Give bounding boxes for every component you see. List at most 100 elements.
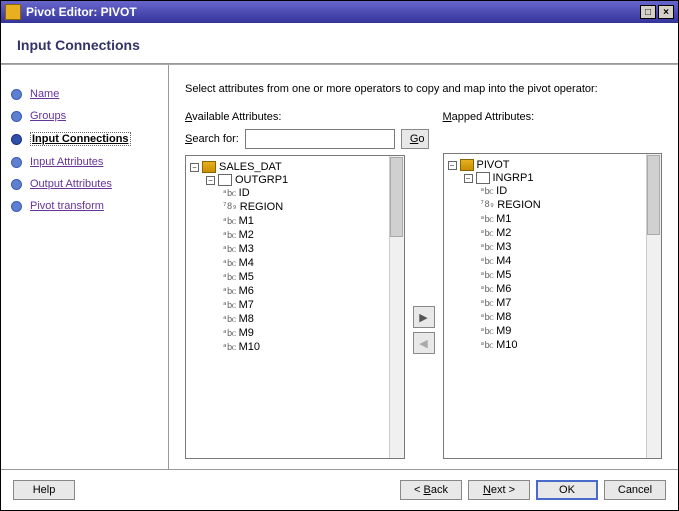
tree-group[interactable]: − INGRP1 (464, 172, 660, 184)
datatype-icon: ᵃbᴄ (480, 256, 494, 267)
datatype-icon: ᵃbᴄ (222, 188, 236, 199)
group-icon (218, 174, 232, 186)
tree-attribute[interactable]: ᵃbᴄ M9 (480, 324, 660, 338)
datatype-icon: ᵃbᴄ (480, 186, 494, 197)
nav-item-input-attributes[interactable]: Input Attributes (7, 153, 162, 171)
datatype-icon: ⁷8₉ (222, 202, 237, 212)
attribute-name: M7 (496, 297, 511, 309)
help-button[interactable]: Help (13, 480, 75, 500)
ok-button[interactable]: OK (536, 480, 598, 500)
attribute-name: REGION (240, 201, 283, 213)
nav-link: Groups (30, 110, 66, 122)
back-button[interactable]: < Back (400, 480, 462, 500)
available-column: Available Attributes: Search for: Go − S… (185, 111, 405, 459)
step-dot-icon (11, 111, 22, 122)
tree-attribute[interactable]: ᵃbᴄ M10 (222, 340, 402, 354)
scrollbar[interactable] (389, 156, 404, 458)
mapped-tree[interactable]: − PIVOT − INGRP1 ᵃbᴄ ID ⁷8₉ REGION ᵃbᴄ M… (443, 153, 663, 459)
tree-group[interactable]: − OUTGRP1 (206, 174, 402, 186)
tree-attribute[interactable]: ᵃbᴄ ID (222, 186, 402, 200)
nav-item-name[interactable]: Name (7, 85, 162, 103)
attribute-name: M3 (496, 241, 511, 253)
datatype-icon: ᵃbᴄ (480, 312, 494, 323)
tree-attribute[interactable]: ᵃbᴄ M6 (222, 284, 402, 298)
tree-node-label: OUTGRP1 (235, 174, 288, 186)
datatype-icon: ᵃbᴄ (222, 216, 236, 227)
tree-attribute[interactable]: ᵃbᴄ M5 (480, 268, 660, 282)
tree-attribute[interactable]: ᵃbᴄ M7 (480, 296, 660, 310)
tree-attribute[interactable]: ᵃbᴄ M4 (480, 254, 660, 268)
datatype-icon: ᵃbᴄ (480, 270, 494, 281)
datatype-icon: ᵃbᴄ (480, 214, 494, 225)
step-dot-icon (11, 157, 22, 168)
tree-attribute[interactable]: ᵃbᴄ M3 (480, 240, 660, 254)
move-left-button[interactable]: ◀ (413, 332, 435, 354)
nav-item-pivot-transform[interactable]: Pivot transform (7, 197, 162, 215)
tree-attribute[interactable]: ᵃbᴄ M8 (480, 310, 660, 324)
available-tree[interactable]: − SALES_DAT − OUTGRP1 ᵃbᴄ ID ⁷8₉ REGION … (185, 155, 405, 459)
attribute-name: M5 (496, 269, 511, 281)
nav-item-input-connections[interactable]: Input Connections (7, 129, 162, 149)
tree-attribute[interactable]: ᵃbᴄ M6 (480, 282, 660, 296)
nav-item-groups[interactable]: Groups (7, 107, 162, 125)
operator-icon (460, 159, 474, 171)
tree-attribute[interactable]: ᵃbᴄ M9 (222, 326, 402, 340)
nav-link: Input Connections (30, 132, 131, 146)
datatype-icon: ᵃbᴄ (480, 228, 494, 239)
group-icon (476, 172, 490, 184)
collapse-icon[interactable]: − (464, 174, 473, 183)
attribute-name: M9 (496, 325, 511, 337)
step-dot-icon (11, 134, 22, 145)
tree-attribute[interactable]: ᵃbᴄ M7 (222, 298, 402, 312)
attribute-name: M2 (239, 229, 254, 241)
instruction-text: Select attributes from one or more opera… (185, 83, 662, 95)
section-title: Input Connections (1, 23, 678, 64)
attribute-name: M6 (496, 283, 511, 295)
scrollbar[interactable] (646, 154, 661, 458)
close-button[interactable]: × (658, 5, 674, 19)
collapse-icon[interactable]: − (206, 176, 215, 185)
attribute-name: M9 (239, 327, 254, 339)
search-label: Search for: (185, 133, 239, 145)
move-right-button[interactable]: ▶ (413, 306, 435, 328)
search-input[interactable] (245, 129, 395, 149)
tree-attribute[interactable]: ⁷8₉ REGION (222, 200, 402, 214)
nav-link: Output Attributes (30, 178, 112, 190)
tree-root[interactable]: − SALES_DAT (190, 161, 402, 173)
tree-attribute[interactable]: ᵃbᴄ M8 (222, 312, 402, 326)
operator-icon (202, 161, 216, 173)
attribute-name: REGION (497, 199, 540, 211)
tree-attribute[interactable]: ᵃbᴄ M2 (222, 228, 402, 242)
collapse-icon[interactable]: − (190, 163, 199, 172)
next-button[interactable]: Next > (468, 480, 530, 500)
content-area: Name Groups Input Connections Input Attribu… (1, 65, 678, 469)
datatype-icon: ᵃbᴄ (222, 258, 236, 269)
tree-attribute[interactable]: ᵃbᴄ M5 (222, 270, 402, 284)
datatype-icon: ᵃbᴄ (480, 340, 494, 351)
tree-attribute[interactable]: ᵃbᴄ M1 (222, 214, 402, 228)
step-dot-icon (11, 89, 22, 100)
tree-attribute[interactable]: ᵃbᴄ M4 (222, 256, 402, 270)
tree-attribute[interactable]: ᵃbᴄ M1 (480, 212, 660, 226)
tree-attribute[interactable]: ᵃbᴄ ID (480, 184, 660, 198)
datatype-icon: ᵃbᴄ (222, 300, 236, 311)
maximize-button[interactable]: □ (640, 5, 656, 19)
nav-link: Input Attributes (30, 156, 103, 168)
attribute-name: M5 (239, 271, 254, 283)
tree-attribute[interactable]: ᵃbᴄ M2 (480, 226, 660, 240)
attribute-name: M10 (239, 341, 260, 353)
cancel-button[interactable]: Cancel (604, 480, 666, 500)
collapse-icon[interactable]: − (448, 161, 457, 170)
datatype-icon: ᵃbᴄ (480, 298, 494, 309)
tree-attribute[interactable]: ⁷8₉ REGION (480, 198, 660, 212)
datatype-icon: ᵃbᴄ (480, 242, 494, 253)
tree-root[interactable]: − PIVOT (448, 159, 660, 171)
datatype-icon: ᵃbᴄ (480, 326, 494, 337)
nav-link: Name (30, 88, 59, 100)
datatype-icon: ᵃbᴄ (222, 328, 236, 339)
tree-attribute[interactable]: ᵃbᴄ M3 (222, 242, 402, 256)
nav-item-output-attributes[interactable]: Output Attributes (7, 175, 162, 193)
wizard-nav: Name Groups Input Connections Input Attribu… (1, 65, 169, 469)
tree-attribute[interactable]: ᵃbᴄ M10 (480, 338, 660, 352)
attribute-name: M8 (496, 311, 511, 323)
